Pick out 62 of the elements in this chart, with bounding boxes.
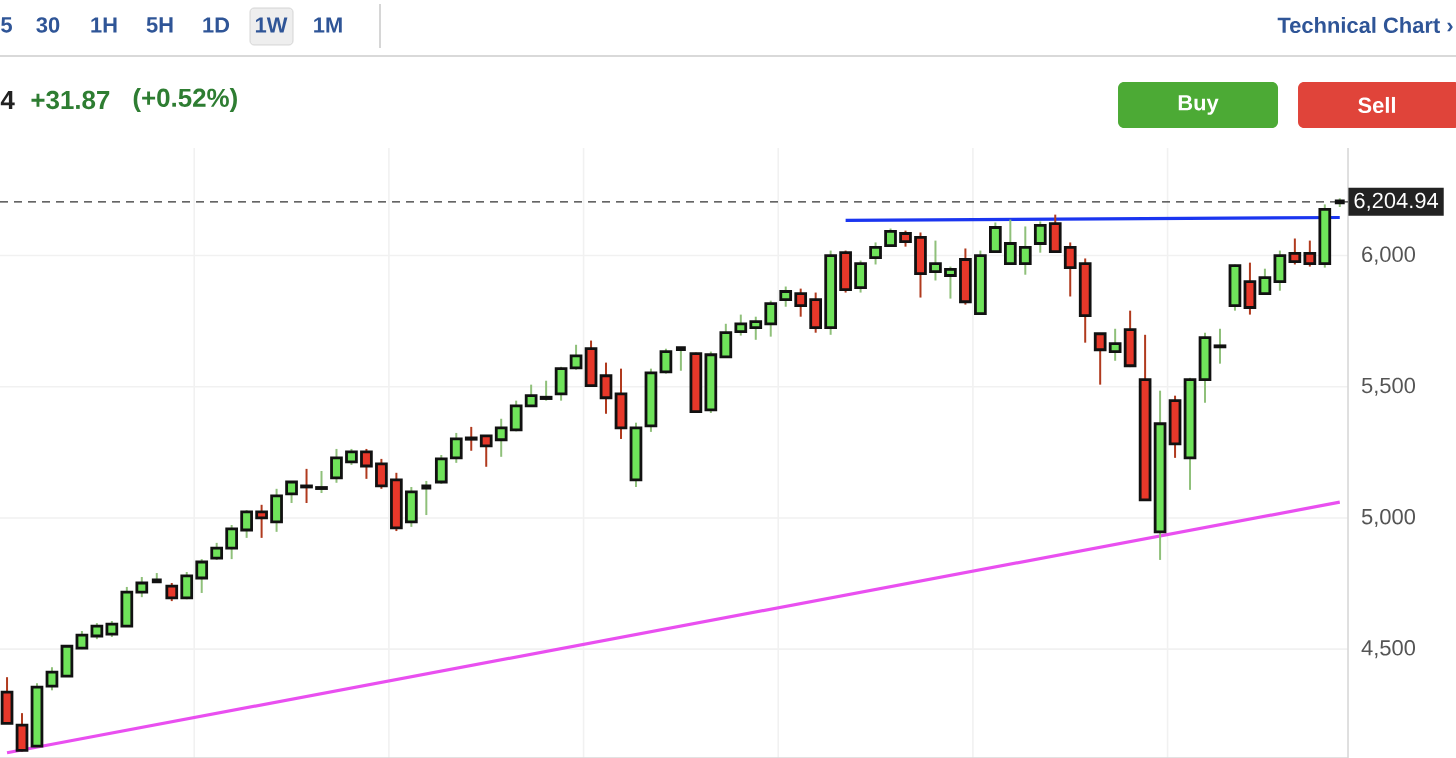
candlestick <box>1063 241 1077 298</box>
ref-line-label: 6,204.94 <box>1354 192 1439 211</box>
text: 1W <box>255 17 288 33</box>
text: 4 <box>0 91 15 109</box>
candlestick <box>225 524 238 561</box>
y-tick-label: 4,500 <box>1361 640 1416 659</box>
text: 5 <box>1 17 12 33</box>
candlestick <box>330 447 343 484</box>
candlestick <box>449 431 463 464</box>
candlestick <box>794 287 808 318</box>
candlestick <box>734 313 748 337</box>
text: Buy <box>1178 95 1219 115</box>
candlestick <box>180 570 194 601</box>
candlestick <box>360 447 373 480</box>
text: 1H <box>91 17 117 33</box>
y-tick-label: 5,500 <box>1361 377 1416 396</box>
candlestick <box>45 666 59 692</box>
text: Sell <box>1358 96 1395 114</box>
y-tick-label: 6,000 <box>1362 246 1416 265</box>
text: 1M <box>314 17 342 33</box>
candlestick <box>749 315 763 341</box>
candlestick <box>1033 220 1047 254</box>
candlestick <box>539 379 553 402</box>
candlestick <box>764 299 778 338</box>
y-tick-label: 5,000 <box>1361 508 1416 527</box>
candlestick <box>1288 237 1302 266</box>
candlestick <box>240 509 253 539</box>
text: Technical Chart › <box>1277 16 1453 34</box>
text: 30 <box>36 17 60 33</box>
candlestick <box>255 503 268 539</box>
candlestick <box>1003 218 1017 266</box>
candlestick <box>315 469 328 495</box>
candlestick <box>1093 331 1107 386</box>
text: (+0.52%) <box>133 87 237 113</box>
text: +31.87 <box>31 90 110 110</box>
candlestick <box>494 417 508 458</box>
candlestick <box>434 453 448 485</box>
candlestick <box>599 361 613 415</box>
candlestick <box>285 480 298 504</box>
candlestick <box>524 383 538 408</box>
candlestick <box>1213 327 1227 365</box>
candlestick <box>659 347 673 375</box>
text: 1D <box>203 17 230 33</box>
candlestick <box>165 582 179 603</box>
candlestick <box>375 457 388 490</box>
text: 5H <box>146 17 173 33</box>
candlestick <box>779 285 793 308</box>
candlestick <box>300 467 313 504</box>
candlestick <box>944 265 957 300</box>
candlestick <box>1018 225 1032 276</box>
candlestick <box>479 434 493 468</box>
candlestick <box>509 399 523 433</box>
candlestick <box>1108 327 1122 362</box>
candlestick <box>869 241 882 266</box>
candlestick <box>569 343 583 371</box>
candlestick <box>135 575 149 599</box>
candlestick <box>1303 239 1317 268</box>
candlestick <box>195 558 209 594</box>
candlestick <box>929 239 942 282</box>
candlestick <box>464 425 478 452</box>
candlestick <box>1258 267 1272 296</box>
candlestick <box>854 259 867 294</box>
